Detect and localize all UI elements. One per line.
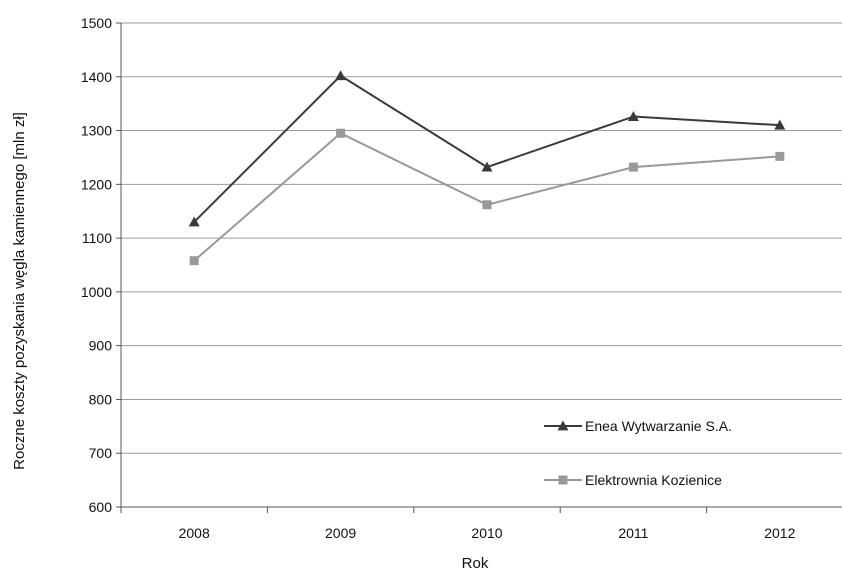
series-1 — [188, 70, 786, 227]
x-axis-title: Rok — [462, 555, 489, 572]
series-line — [193, 74, 780, 223]
y-tick-label: 700 — [89, 445, 113, 461]
y-tick-label: 1200 — [81, 176, 112, 192]
y-tick-label: 600 — [89, 499, 113, 515]
data-point — [774, 119, 786, 130]
gridlines — [121, 22, 842, 454]
legend-swatch-marker — [558, 475, 568, 485]
data-point — [482, 200, 492, 210]
y-tick-label: 800 — [89, 391, 113, 407]
axes — [116, 22, 842, 513]
y-tick-label: 900 — [89, 338, 113, 354]
data-point — [775, 151, 785, 161]
series-line — [193, 132, 780, 262]
y-axis-title: Roczne koszty pozyskania węgla kamienneg… — [11, 112, 28, 470]
data-series — [188, 70, 786, 266]
y-tick-label: 1500 — [81, 15, 112, 31]
y-tick-labels: 600 700 800 900 1000 1100 1200 1300 1400 1500 — [81, 15, 112, 515]
x-tick-label: 2011 — [618, 525, 648, 541]
x-tick-label: 2009 — [325, 525, 356, 541]
data-point — [188, 216, 200, 227]
data-point — [481, 161, 493, 172]
data-point — [336, 128, 346, 138]
data-point — [189, 256, 199, 266]
legend-label: Enea Wytwarzanie S.A. — [585, 418, 732, 434]
x-tick-label: 2010 — [471, 525, 502, 541]
y-tick-label: 1000 — [81, 284, 112, 300]
x-tick-label: 2012 — [764, 525, 795, 541]
y-tick-label: 1400 — [81, 69, 112, 85]
x-tick-label: 2008 — [179, 525, 210, 541]
x-tick-labels: 2008 2009 2010 2011 2012 — [179, 525, 796, 541]
data-point — [335, 70, 347, 81]
y-tick-label: 1100 — [82, 230, 112, 246]
series-2 — [189, 128, 785, 266]
legend: Enea Wytwarzanie S.A. Elektrownia Kozieni… — [544, 418, 732, 488]
legend-item: Elektrownia Kozienice — [544, 472, 722, 488]
legend-item: Enea Wytwarzanie S.A. — [544, 418, 732, 434]
legend-swatch-marker — [557, 420, 569, 431]
data-point — [627, 111, 639, 121]
legend-label: Elektrownia Kozienice — [585, 472, 722, 488]
data-point — [628, 162, 638, 172]
y-tick-label: 1300 — [81, 123, 112, 139]
